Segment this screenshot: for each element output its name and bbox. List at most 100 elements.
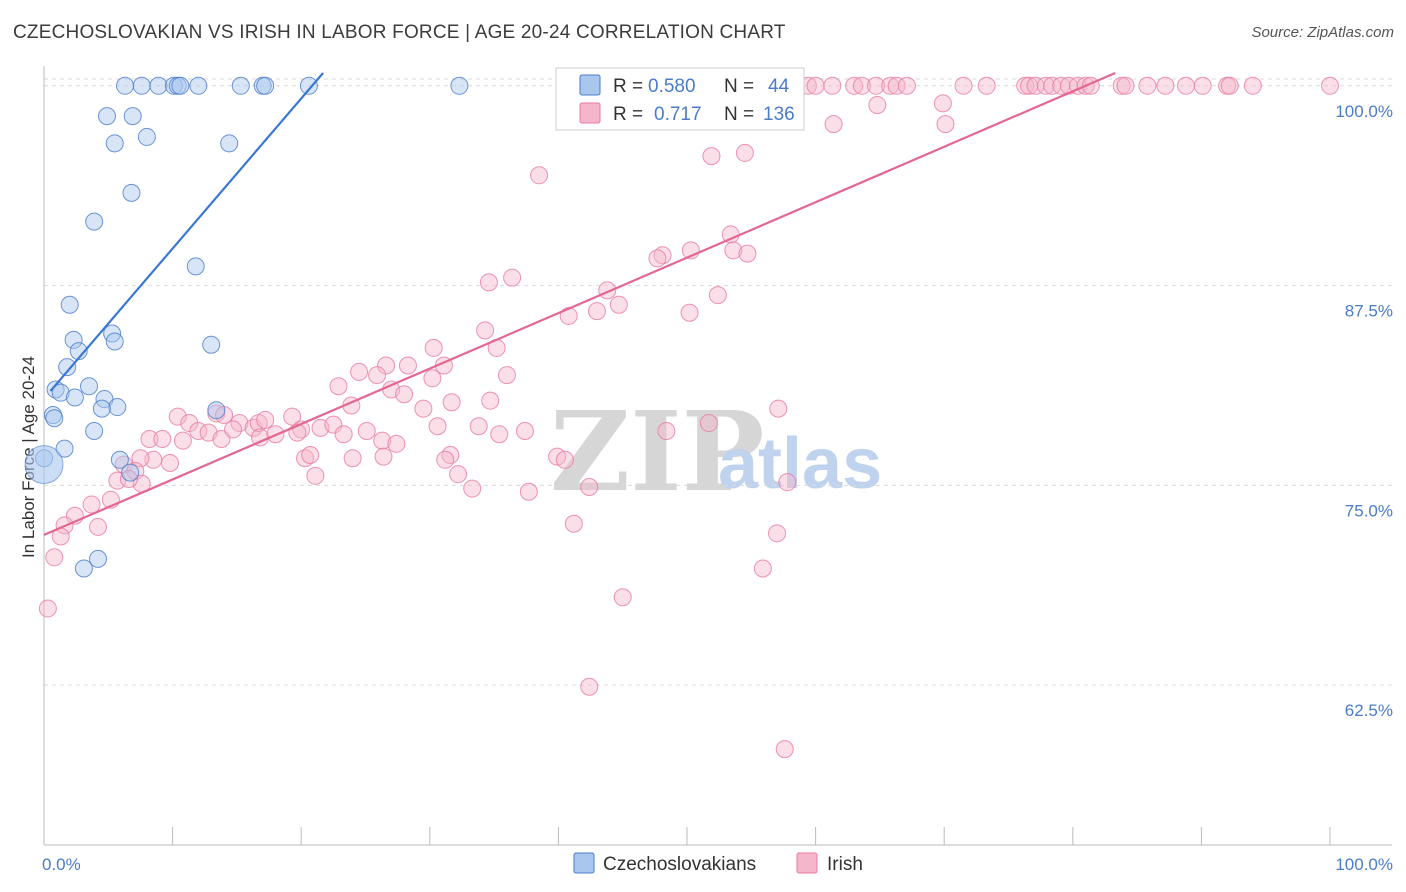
czechoslovakian-points [24,76,469,578]
data-point [44,406,63,425]
data-point [702,147,721,166]
data-point [74,559,93,578]
data-point [189,76,208,95]
data-point [202,335,221,354]
data-point [479,273,498,292]
data-point [45,409,64,428]
trendline-irish [43,71,1116,536]
data-point [824,115,843,134]
trend-lines [43,71,1116,536]
bottom-legend-label-czechoslovakians: Czechoslovakians [603,854,756,875]
data-point [301,446,320,465]
data-point [587,302,606,321]
data-point [423,369,442,388]
data-point [441,446,460,465]
series-legend: Czechoslovakians Irish [573,852,863,875]
data-point [230,414,249,433]
grid-lines [44,78,1392,686]
y-tick-label: 75.0% [1345,501,1393,520]
data-point [98,107,117,126]
data-point-large [24,445,64,485]
data-point [823,76,842,95]
data-point [936,115,955,134]
data-point [450,76,469,95]
data-point [357,422,376,441]
data-point [867,76,886,95]
data-point [368,366,387,385]
data-point [161,453,180,472]
data-point [110,450,129,469]
data-point [436,450,455,469]
data-point [933,94,952,113]
correlation-legend: R = 0.580 N = 44 R = 0.717 N = 136 [555,67,805,131]
data-point [64,330,83,349]
source-attribution: Source: ZipAtlas.com [1251,24,1394,41]
legend-swatch-pink [579,102,601,124]
data-point [224,420,243,439]
data-point [377,356,396,375]
x-tick-label-max: 100.0% [1335,855,1393,874]
data-point [559,306,578,325]
data-point [1156,76,1175,95]
data-point [171,76,190,95]
data-point [65,388,84,407]
data-point [220,134,239,153]
data-point [82,495,101,514]
data-point [868,95,887,114]
data-point [738,244,757,263]
data-point [1112,76,1131,95]
bottom-legend-swatch-irish [796,852,818,874]
data-point [424,338,443,357]
data-point [580,677,599,696]
bottom-legend-label-irish: Irish [827,854,863,875]
data-point [490,425,509,444]
data-point [51,383,70,402]
data-point [105,134,124,153]
data-point [414,399,433,418]
data-point [481,391,500,410]
data-point [887,76,906,95]
y-tick-labels: 62.5% 75.0% 87.5% 100.0% [1335,102,1393,720]
legend-n-label-blue: N = [724,76,754,97]
watermark-atlas: atlas [718,424,882,504]
data-point [613,588,632,607]
data-point [85,422,104,441]
data-point [121,463,140,482]
data-point [580,477,599,496]
chart-title: CZECHOSLOVAKIAN VS IRISH IN LABOR FORCE … [13,22,786,43]
data-point [564,514,583,533]
data-point [753,559,772,578]
data-point [1321,76,1339,95]
data-point [231,76,250,95]
data-point [1243,76,1262,95]
data-point [173,431,192,450]
data-point [1220,76,1239,95]
data-point [168,407,187,426]
data-point [116,76,135,95]
data-point [428,417,447,436]
data-point [89,517,108,536]
data-point [778,473,797,492]
data-point [398,356,417,375]
data-point [283,407,302,426]
data-point [122,183,141,202]
legend-r-label-blue: R = [613,76,643,97]
bottom-legend-swatch-czechoslovakians [573,852,595,874]
data-point [92,399,111,418]
data-point [58,358,77,377]
data-point [657,422,676,441]
x-tick-label-min: 0.0% [42,855,81,874]
data-point [497,366,516,385]
data-point [85,212,104,231]
data-point [105,332,124,351]
data-point [132,76,151,95]
data-point [164,76,183,95]
data-point [108,398,127,417]
data-point [153,430,172,449]
data-point [442,393,461,412]
data-point [395,385,414,404]
data-point [1036,76,1055,95]
data-point [449,465,468,484]
data-point [387,434,406,453]
